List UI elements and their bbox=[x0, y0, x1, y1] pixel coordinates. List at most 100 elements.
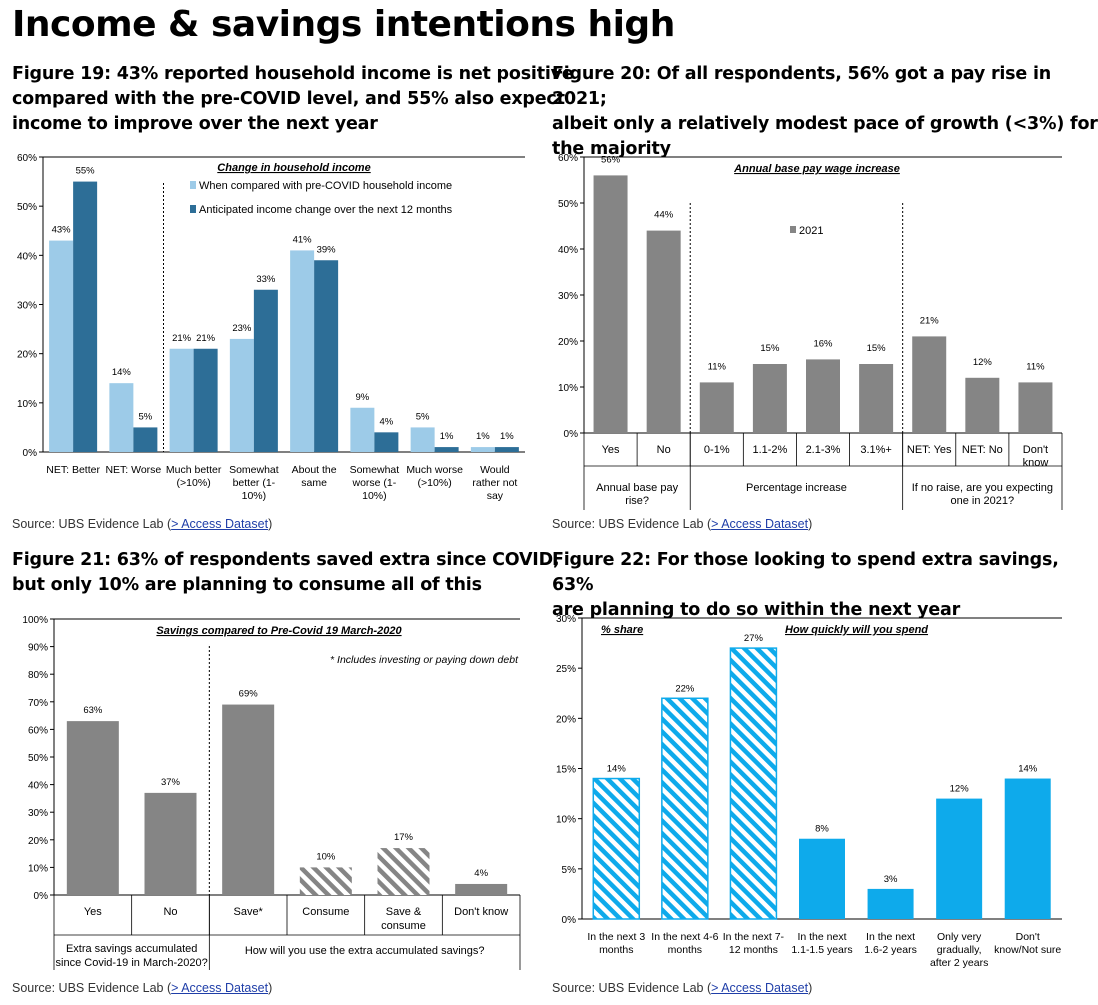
category-label: (>10%) bbox=[177, 477, 211, 489]
category-label: 2.1-3% bbox=[806, 444, 841, 456]
fig22-title-line: Figure 22: For those looking to spend ex… bbox=[552, 550, 1059, 595]
fig20-title-line: Figure 20: Of all respondents, 56% got a… bbox=[552, 64, 1052, 109]
y-tick-label: 20% bbox=[17, 350, 37, 361]
source-prefix: Source: UBS Evidence Lab ( bbox=[552, 517, 712, 531]
category-label: Don't bbox=[1016, 931, 1040, 943]
y-tick-label: 60% bbox=[28, 725, 48, 736]
bar bbox=[253, 289, 278, 452]
access-dataset-link[interactable]: > Access Dataset bbox=[711, 517, 809, 531]
bar bbox=[494, 447, 519, 452]
legend-label: When compared with pre-COVID household i… bbox=[199, 180, 452, 192]
data-label: 4% bbox=[380, 416, 394, 427]
data-label: 14% bbox=[1018, 764, 1038, 775]
bar bbox=[169, 348, 194, 452]
data-label: 39% bbox=[317, 244, 337, 255]
access-dataset-link[interactable]: > Access Dataset bbox=[171, 517, 269, 531]
source-suffix: ) bbox=[268, 981, 273, 995]
chart-title: Change in household income bbox=[217, 162, 370, 174]
category-label: after 2 years bbox=[930, 957, 988, 969]
bar bbox=[290, 250, 315, 452]
category-label: 1.1-1.5 years bbox=[791, 944, 852, 956]
fig21-title-line: but only 10% are planning to consume all… bbox=[12, 575, 482, 595]
data-label: 43% bbox=[52, 225, 72, 236]
bar bbox=[936, 798, 983, 919]
category-label: Don't know bbox=[454, 906, 508, 918]
category-label: Yes bbox=[84, 906, 102, 918]
bar bbox=[73, 181, 98, 453]
y-tick-label: 25% bbox=[556, 664, 576, 675]
bar bbox=[193, 348, 218, 452]
category-label: say bbox=[487, 490, 504, 502]
bar bbox=[299, 867, 352, 895]
bar bbox=[49, 240, 74, 452]
y-tick-label: 0% bbox=[562, 915, 577, 926]
category-label: NET: Worse bbox=[105, 464, 161, 476]
access-dataset-link[interactable]: > Access Dataset bbox=[171, 981, 269, 995]
y-tick-label: 10% bbox=[28, 863, 48, 874]
data-label: 41% bbox=[293, 234, 313, 245]
category-label: Consume bbox=[302, 906, 349, 918]
y-tick-label: 50% bbox=[558, 199, 578, 210]
bar bbox=[470, 447, 495, 452]
data-label: 56% bbox=[601, 154, 621, 165]
category-label: Much better bbox=[166, 464, 222, 476]
source-prefix: Source: UBS Evidence Lab ( bbox=[12, 517, 172, 531]
category-label: 1.6-2 years bbox=[864, 944, 917, 956]
bar bbox=[912, 336, 947, 433]
fig20-title-line: albeit only a relatively modest pace of … bbox=[552, 114, 1098, 134]
y-tick-label: 15% bbox=[556, 765, 576, 776]
y-tick-label: 10% bbox=[556, 815, 576, 826]
chart-note: * Includes investing or paying down debt bbox=[330, 654, 519, 666]
bar bbox=[1004, 778, 1051, 919]
fig21-title-line: Figure 21: 63% of respondents saved extr… bbox=[12, 550, 560, 570]
bar bbox=[374, 432, 399, 452]
category-label: Would bbox=[480, 464, 510, 476]
data-label: 44% bbox=[654, 210, 674, 221]
legend-swatch bbox=[190, 181, 196, 189]
bar bbox=[455, 883, 508, 895]
category-label: 0-1% bbox=[704, 444, 730, 456]
data-label: 5% bbox=[416, 411, 430, 422]
fig20-title: Figure 20: Of all respondents, 56% got a… bbox=[552, 62, 1098, 162]
data-label: 27% bbox=[744, 633, 764, 644]
fig21-source: Source: UBS Evidence Lab (> Access Datas… bbox=[12, 981, 272, 995]
data-label: 55% bbox=[76, 166, 96, 177]
fig20-source: Source: UBS Evidence Lab (> Access Datas… bbox=[552, 517, 812, 531]
data-label: 17% bbox=[394, 832, 414, 843]
bar bbox=[222, 704, 275, 895]
category-label: know bbox=[1023, 457, 1049, 469]
category-label: Save & bbox=[386, 906, 422, 918]
group-label: since Covid-19 in March-2020? bbox=[56, 957, 208, 969]
data-label: 33% bbox=[256, 274, 276, 285]
category-label: better (1- bbox=[233, 477, 276, 489]
chart-title: Savings compared to Pre-Covid 19 March-2… bbox=[156, 625, 402, 637]
access-dataset-link[interactable]: > Access Dataset bbox=[711, 981, 809, 995]
category-label: NET: Yes bbox=[907, 444, 952, 456]
y-tick-label: 20% bbox=[556, 714, 576, 725]
legend-swatch bbox=[190, 205, 196, 213]
category-label: About the bbox=[292, 464, 337, 476]
category-label: Somewhat bbox=[350, 464, 400, 476]
y-tick-label: 50% bbox=[28, 753, 48, 764]
bar bbox=[867, 888, 914, 919]
y-tick-label: 70% bbox=[28, 698, 48, 709]
y-tick-label: 0% bbox=[34, 891, 49, 902]
data-label: 14% bbox=[607, 764, 627, 775]
fig19-chart: 0% 10% 20% 30% 40% 50% 60% Change in household … bbox=[17, 153, 525, 502]
category-label: No bbox=[163, 906, 177, 918]
bar bbox=[109, 383, 134, 452]
category-label: 1.1-2% bbox=[752, 444, 787, 456]
bar bbox=[133, 427, 158, 452]
y-tick-label: 40% bbox=[28, 781, 48, 792]
y-tick-label: 30% bbox=[17, 301, 37, 312]
chart-title: Annual base pay wage increase bbox=[733, 163, 900, 175]
data-label: 10% bbox=[316, 851, 336, 862]
bar bbox=[593, 175, 628, 433]
fig20-chart: 0% 10% 20% 30% 40% 50% 60% Annual base pay wage… bbox=[558, 153, 1063, 510]
fig21-title: Figure 21: 63% of respondents saved extr… bbox=[12, 548, 560, 598]
data-label: 12% bbox=[973, 357, 993, 368]
category-label: 12 months bbox=[729, 944, 778, 956]
source-prefix: Source: UBS Evidence Lab ( bbox=[12, 981, 172, 995]
category-label: In the next 3 bbox=[587, 931, 645, 943]
legend-label: Anticipated income change over the next … bbox=[199, 204, 453, 216]
